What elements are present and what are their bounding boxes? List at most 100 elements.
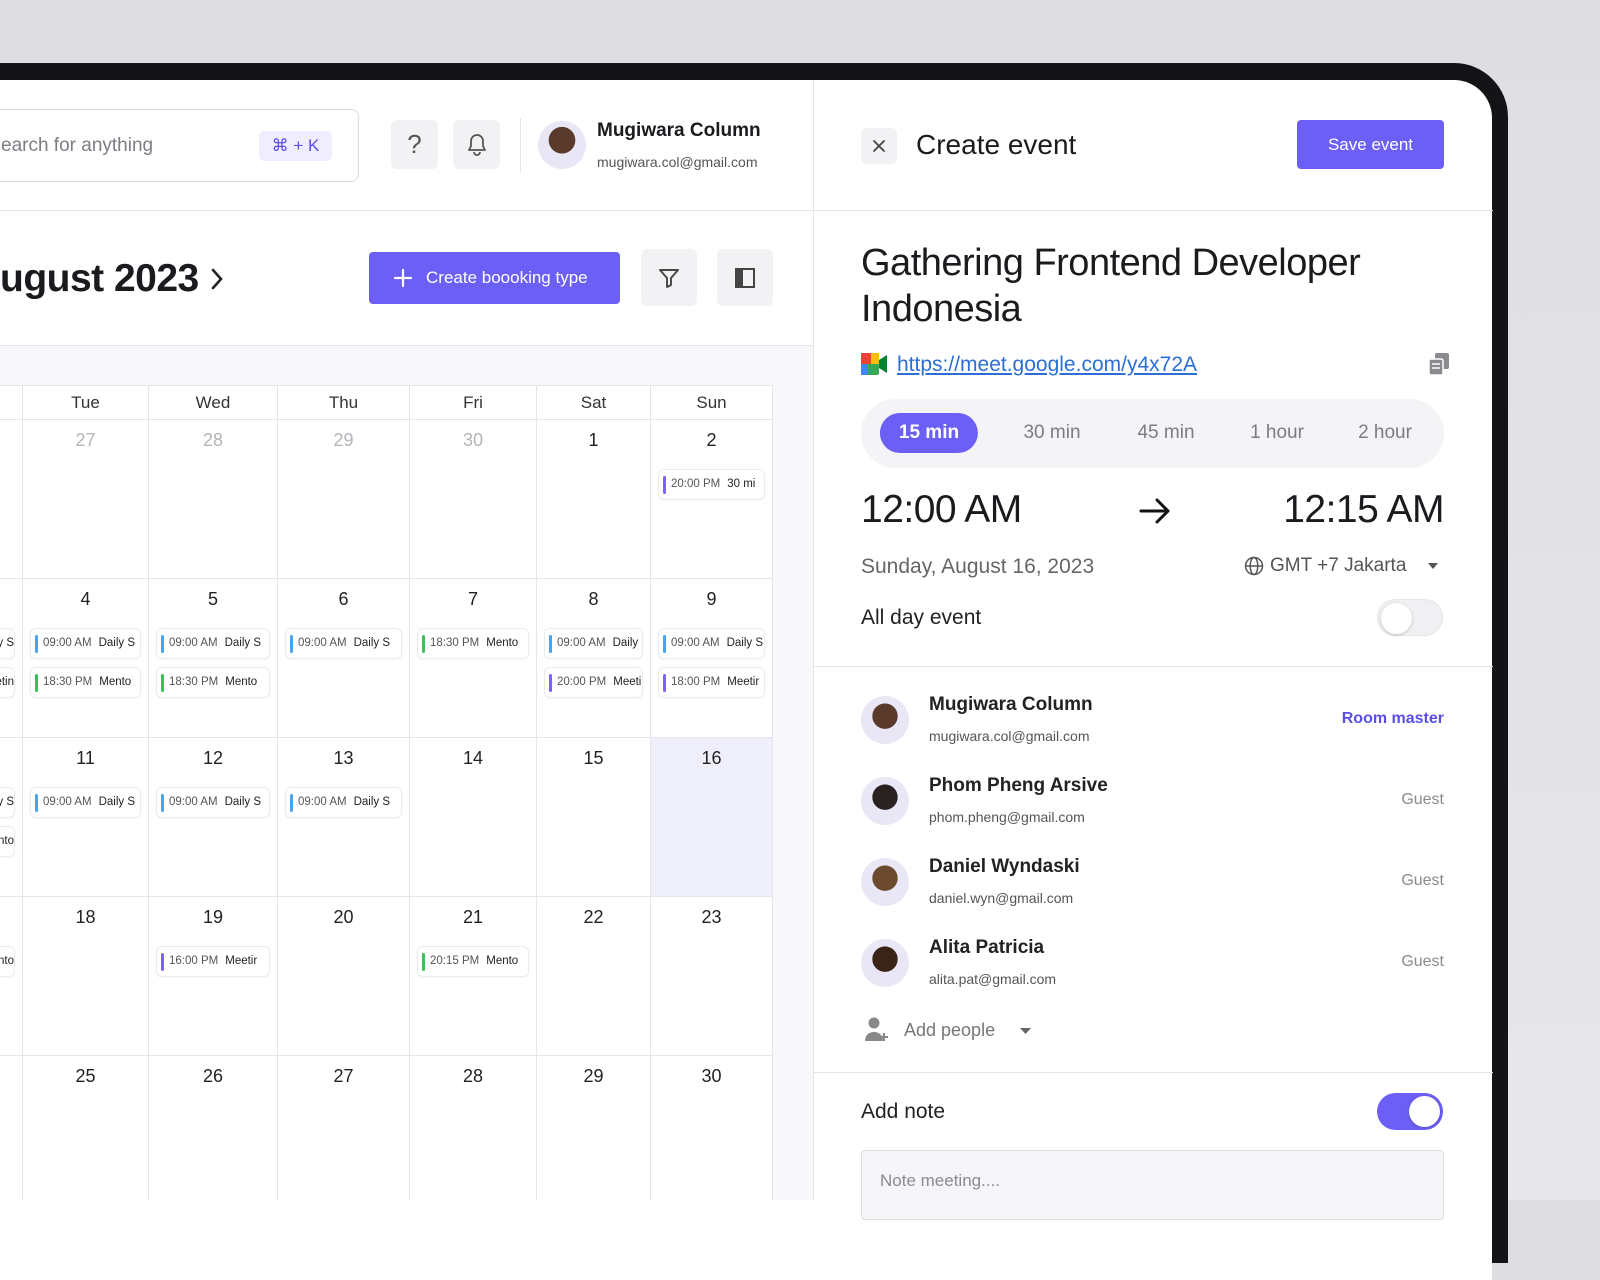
event-title: ly S [0,796,14,808]
notification-button[interactable] [453,120,500,169]
copy-icon[interactable] [1428,352,1450,376]
day-cell: 29 [278,420,410,579]
person-role: Guest [1401,953,1444,970]
note-input[interactable]: Note meeting.... [861,1150,1444,1220]
caret-icon [1428,563,1438,569]
event-chip[interactable]: 16:00 PM Meetir [156,946,270,977]
day-number: 14 [462,748,484,768]
person-role: Guest [1401,872,1444,889]
divider [813,1072,1493,1073]
timezone[interactable]: GMT +7 Jakarta [1270,555,1407,576]
sidebar-icon [735,267,755,288]
create-booking-button[interactable]: Create boooking type [369,252,620,304]
duration-option[interactable]: 45 min [1137,422,1195,443]
duration-option[interactable]: 1 hour [1250,422,1304,443]
event-chip[interactable]: 09:00 AM Daily S [30,628,141,659]
person-email: mugiwara.col@gmail.com [929,728,1090,744]
day-number: 21 [462,907,484,927]
event-time: 16:00 PM [169,955,219,967]
meeting-link[interactable]: https://meet.google.com/y4x72A [897,353,1197,376]
start-time: 12:00 AM [861,488,1022,531]
person-name: Phom Pheng Arsive [929,775,1108,796]
event-title: Mento [486,955,519,967]
day-number: 27 [75,430,96,450]
day-cell: 25 [23,1056,149,1200]
day-cell[interactable]: 16 [651,738,773,897]
event-title: 30 mi [727,478,756,490]
divider [813,666,1493,667]
event-time: 09:00 AM [43,637,92,649]
help-button[interactable]: ? [391,120,438,169]
filter-icon [659,268,679,288]
weekday-header: Wed [149,385,278,420]
day-cell: 28 [149,420,278,579]
event-chip[interactable]: 09:00 AM Daily S [285,628,402,659]
event-time: 18:30 PM [430,637,480,649]
day-number: 29 [583,1066,604,1086]
event-chip[interactable]: 20:00 PM 30 mi [658,469,765,500]
close-button[interactable] [861,128,897,164]
event-chip[interactable]: 09:00 AM Daily [544,628,643,659]
month-label: ugust 2023 [0,257,199,300]
day-cell: 12 09:00 AM Daily S [149,738,278,897]
search-box[interactable]: earch for anything ⌘ + K [0,109,359,182]
event-chip[interactable]: 18:30 PM Mento [156,667,270,698]
day-number: 28 [202,430,224,450]
day-number: 25 [75,1066,96,1086]
event-title: Daily S [98,796,136,808]
sidebar-button[interactable] [717,249,773,306]
filter-button[interactable] [641,249,697,306]
event-color-bar [35,674,38,692]
search-placeholder: earch for anything [1,135,154,156]
duration-option[interactable]: 15 min [879,413,979,453]
person-avatar [861,696,909,744]
person-row: Alita Patricia alita.pat@gmail.com Guest [861,933,1444,993]
day-number: 1 [588,430,599,450]
toggle-knob [1381,603,1412,634]
event-chip[interactable]: 18:00 PM Meetir [658,667,765,698]
note-toggle[interactable] [1377,1093,1443,1130]
person-name: Daniel Wyndaski [929,856,1080,877]
add-people[interactable]: Add people [904,1020,996,1040]
event-chip[interactable]: 09:00 AM Daily S [30,787,141,818]
event-title: Mento [486,637,519,649]
event-chip[interactable]: 18:30 PM Mento [30,667,141,698]
divider [520,118,521,173]
day-cell: 14 [410,738,537,897]
day-number: 30 [462,430,484,450]
day-number: 6 [338,589,349,609]
day-cell: 23 [651,897,773,1056]
day-number: 27 [333,1066,354,1086]
next-month[interactable] [208,267,226,291]
event-color-bar [290,794,293,812]
event-chip[interactable]: 20:15 PM Mento [417,946,529,977]
people-list: Mugiwara Column mugiwara.col@gmail.com Roo… [861,690,1444,990]
save-button[interactable]: Save event [1297,120,1444,169]
event-chip[interactable]: 09:00 AM Daily S [156,787,270,818]
day-number: 8 [588,589,599,609]
day-cell: 8 09:00 AM Daily 20:00 PM Meeti [537,579,651,738]
event-color-bar [549,674,552,692]
event-chip[interactable]: 18:30 PM Mento [417,628,529,659]
caret-icon [1020,1028,1031,1034]
arrow-icon [1139,498,1170,524]
event-chip[interactable]: 09:00 AM Daily S [156,628,270,659]
event-chip: ly S [0,628,15,659]
event-chip[interactable]: 09:00 AM Daily S [285,787,402,818]
day-cell: nto [0,897,23,1056]
event-chip[interactable]: 09:00 AM Daily S [658,628,765,659]
event-time: 18:30 PM [169,676,219,688]
event-title: Gathering Frontend Developer Indonesia [861,242,1361,330]
event-time: 09:00 AM [169,637,218,649]
duration-option[interactable]: 30 min [1023,422,1081,443]
user-name: Mugiwara Column [597,120,761,141]
event-time: 09:00 AM [169,796,218,808]
day-cell: 5 09:00 AM Daily S 18:30 PM Mento [149,579,278,738]
event-chip: etin [0,667,15,698]
event-title: Meeti [613,676,642,688]
event-chip[interactable]: 20:00 PM Meeti [544,667,643,698]
duration-option[interactable]: 2 hour [1358,422,1412,443]
weekday-header: Sat [537,385,651,420]
day-number: 16 [701,748,722,768]
all-day-toggle[interactable] [1377,599,1443,636]
